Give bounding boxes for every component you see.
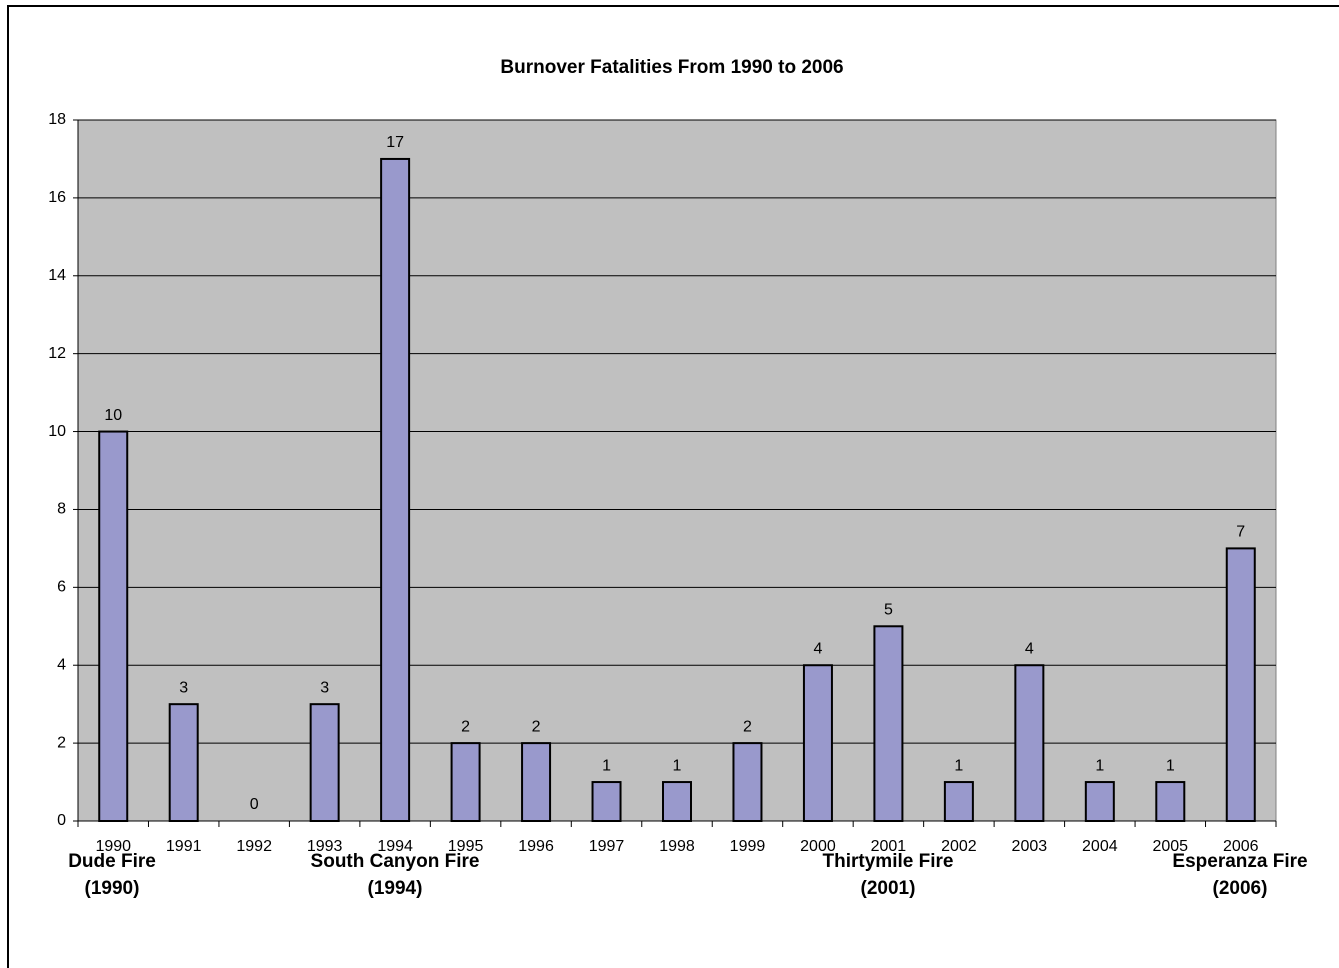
value-label: 4 bbox=[1025, 640, 1034, 657]
bar bbox=[309, 703, 340, 823]
value-label: 2 bbox=[532, 718, 541, 735]
y-tick-label: 4 bbox=[57, 656, 66, 673]
annotation: (2001) bbox=[861, 878, 916, 899]
x-tick-label: 2006 bbox=[1223, 838, 1259, 855]
y-tick-label: 10 bbox=[48, 423, 66, 440]
annotation: Dude Fire bbox=[68, 851, 156, 872]
y-tick-label: 18 bbox=[48, 111, 66, 128]
y-tick-label: 8 bbox=[57, 501, 66, 518]
chart-title: Burnover Fatalities From 1990 to 2006 bbox=[500, 57, 843, 78]
x-tick-label: 1998 bbox=[659, 838, 695, 855]
annotation: Esperanza Fire bbox=[1172, 851, 1307, 872]
value-label: 5 bbox=[884, 601, 893, 618]
value-label: 1 bbox=[602, 757, 611, 774]
value-label: 1 bbox=[673, 757, 682, 774]
x-tick-label: 1995 bbox=[448, 838, 484, 855]
x-tick-label: 1999 bbox=[730, 838, 766, 855]
value-label: 10 bbox=[104, 407, 122, 424]
value-label: 1 bbox=[954, 757, 963, 774]
y-tick-label: 14 bbox=[48, 267, 66, 284]
y-tick-label: 16 bbox=[48, 189, 66, 206]
bar bbox=[873, 625, 904, 822]
y-tick-label: 0 bbox=[57, 812, 66, 829]
bar bbox=[802, 664, 833, 822]
bar bbox=[943, 781, 974, 822]
value-label: 2 bbox=[461, 718, 470, 735]
bar bbox=[450, 742, 481, 822]
y-tick-label: 6 bbox=[57, 579, 66, 596]
bar bbox=[380, 157, 411, 822]
x-tick-label: 2000 bbox=[800, 838, 836, 855]
bar bbox=[1225, 547, 1256, 823]
x-tick-label: 1994 bbox=[377, 838, 413, 855]
y-tick-label: 12 bbox=[48, 345, 66, 362]
value-label: 4 bbox=[813, 640, 822, 657]
bar bbox=[1014, 664, 1045, 822]
bar bbox=[98, 430, 129, 822]
bar bbox=[521, 742, 552, 822]
value-label: 1 bbox=[1166, 757, 1175, 774]
x-tick-label: 1996 bbox=[518, 838, 554, 855]
bar bbox=[1155, 781, 1186, 822]
value-label: 0 bbox=[250, 796, 259, 813]
annotation: (1994) bbox=[368, 878, 423, 899]
value-label: 7 bbox=[1236, 524, 1245, 541]
y-tick-label: 2 bbox=[57, 734, 66, 751]
bar bbox=[1084, 781, 1115, 822]
bar bbox=[591, 781, 622, 822]
bar bbox=[732, 742, 763, 822]
x-tick-label: 1997 bbox=[589, 838, 625, 855]
value-label: 3 bbox=[320, 679, 329, 696]
bar bbox=[662, 781, 692, 822]
value-label: 3 bbox=[179, 679, 188, 696]
plot-area bbox=[77, 119, 1277, 822]
annotation: (1990) bbox=[85, 878, 140, 899]
bar bbox=[168, 703, 199, 823]
x-tick-label: 1991 bbox=[166, 838, 202, 855]
x-tick-label: 2003 bbox=[1012, 838, 1048, 855]
annotation: South Canyon Fire bbox=[311, 851, 480, 872]
x-tick-label: 1990 bbox=[95, 838, 131, 855]
x-tick-label: 2005 bbox=[1152, 838, 1188, 855]
value-label: 1 bbox=[1095, 757, 1104, 774]
value-label: 2 bbox=[743, 718, 752, 735]
x-tick-label: 2004 bbox=[1082, 838, 1118, 855]
annotation: Thirtymile Fire bbox=[823, 851, 954, 872]
x-tick-label: 1992 bbox=[236, 838, 272, 855]
annotation: (2006) bbox=[1213, 878, 1268, 899]
value-label: 17 bbox=[386, 134, 404, 151]
x-tick-label: 2001 bbox=[871, 838, 907, 855]
x-tick-label: 2002 bbox=[941, 838, 977, 855]
x-tick-label: 1993 bbox=[307, 838, 343, 855]
